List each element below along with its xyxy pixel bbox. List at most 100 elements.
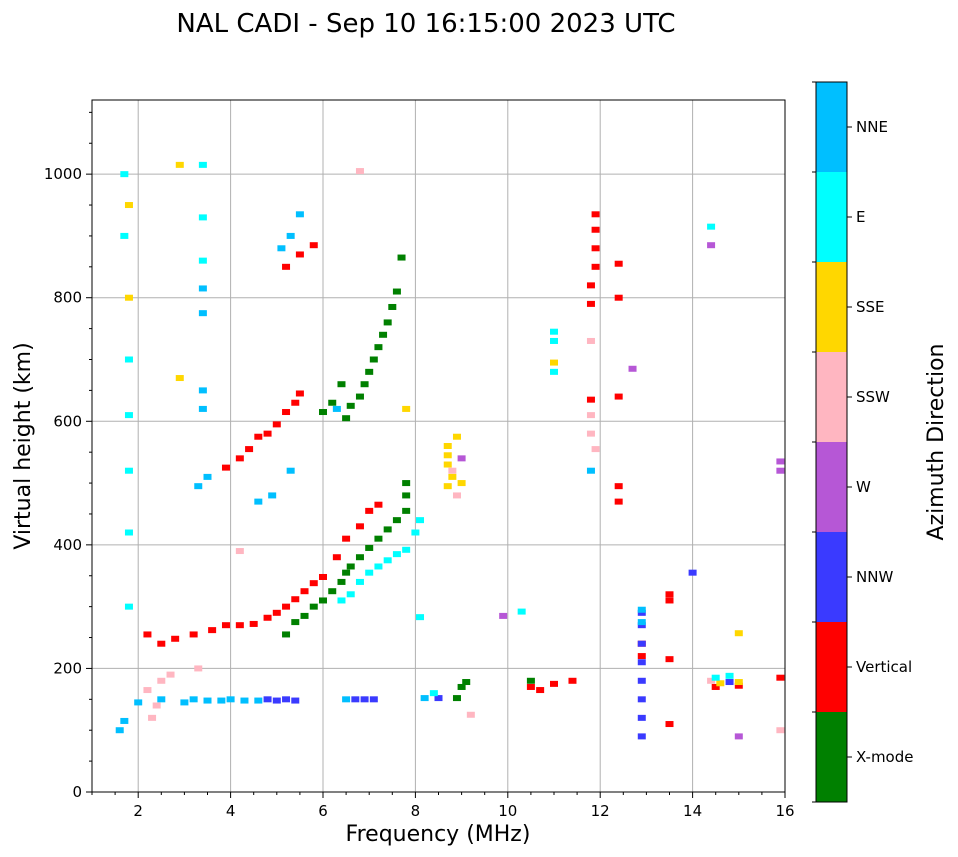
data-point bbox=[254, 498, 263, 505]
data-point bbox=[365, 507, 374, 514]
data-point bbox=[189, 631, 198, 638]
data-point bbox=[711, 674, 720, 681]
y-tick-label: 400 bbox=[53, 536, 82, 554]
data-point bbox=[637, 653, 646, 660]
data-point bbox=[434, 695, 443, 702]
data-point bbox=[272, 421, 281, 428]
data-point bbox=[637, 659, 646, 666]
x-tick-label: 4 bbox=[226, 802, 236, 820]
data-point bbox=[420, 695, 429, 702]
data-point bbox=[637, 677, 646, 684]
data-point bbox=[734, 630, 743, 637]
data-point bbox=[637, 714, 646, 721]
data-point bbox=[319, 573, 327, 580]
data-point bbox=[272, 609, 281, 616]
data-point bbox=[776, 674, 785, 681]
data-point bbox=[120, 717, 129, 724]
data-point bbox=[221, 622, 230, 629]
colorbar-segment bbox=[816, 262, 847, 352]
data-point bbox=[300, 588, 309, 595]
data-point bbox=[448, 467, 457, 474]
data-point bbox=[143, 631, 152, 638]
data-point bbox=[369, 356, 378, 363]
data-point bbox=[466, 711, 475, 718]
data-point bbox=[249, 620, 258, 627]
data-point bbox=[550, 368, 558, 375]
data-point bbox=[332, 405, 341, 412]
data-point bbox=[263, 614, 272, 621]
data-point bbox=[462, 679, 471, 686]
data-point bbox=[591, 446, 600, 453]
x-tick-label: 6 bbox=[318, 802, 328, 820]
y-axis-ticks: 0 200 400 600 800 1000 bbox=[44, 111, 92, 801]
data-point bbox=[614, 498, 623, 505]
data-point bbox=[568, 677, 577, 684]
data-point bbox=[124, 529, 133, 536]
data-point bbox=[452, 492, 461, 499]
data-point bbox=[342, 415, 351, 422]
data-point bbox=[346, 402, 355, 409]
data-point bbox=[351, 696, 360, 703]
data-point bbox=[614, 393, 623, 400]
colorbar: X-mode Vertical NNW W SSW SSE E NNE bbox=[812, 81, 913, 803]
data-point bbox=[665, 721, 674, 728]
data-point bbox=[291, 619, 300, 626]
data-point bbox=[628, 365, 637, 372]
data-point bbox=[198, 387, 207, 394]
series-ssw bbox=[143, 168, 785, 734]
data-point bbox=[332, 554, 341, 561]
data-point bbox=[198, 257, 207, 264]
x-tick-label: 10 bbox=[498, 802, 517, 820]
data-point bbox=[734, 679, 743, 686]
data-point bbox=[115, 727, 124, 734]
data-point bbox=[166, 671, 175, 678]
data-point bbox=[189, 696, 198, 703]
data-point bbox=[355, 393, 364, 400]
x-axis-ticks: 2 4 6 8 10 12 14 16 bbox=[91, 792, 795, 820]
data-point bbox=[452, 433, 461, 440]
data-point bbox=[328, 399, 337, 406]
data-point bbox=[383, 526, 392, 533]
data-point bbox=[550, 359, 558, 366]
data-point bbox=[665, 597, 674, 604]
data-point bbox=[443, 461, 452, 468]
colorbar-tick-label: X-mode bbox=[856, 748, 913, 766]
colorbar-tick-label: E bbox=[856, 208, 865, 226]
data-point bbox=[776, 458, 785, 465]
series-w bbox=[457, 242, 785, 740]
data-point bbox=[734, 733, 743, 740]
data-point bbox=[282, 631, 291, 638]
data-point bbox=[443, 443, 452, 449]
data-point bbox=[402, 507, 411, 514]
data-point bbox=[586, 337, 595, 344]
data-point bbox=[365, 569, 374, 576]
data-point bbox=[586, 467, 595, 474]
x-tick-label: 8 bbox=[411, 802, 421, 820]
plot-frame bbox=[91, 99, 786, 793]
data-point bbox=[591, 245, 600, 252]
data-point bbox=[300, 612, 309, 619]
data-point bbox=[614, 294, 623, 301]
data-point bbox=[203, 473, 212, 480]
data-point bbox=[240, 697, 249, 704]
data-point bbox=[291, 697, 300, 704]
data-point bbox=[725, 679, 734, 686]
data-point bbox=[586, 282, 595, 289]
data-point bbox=[402, 492, 411, 499]
data-point bbox=[355, 168, 364, 175]
data-point bbox=[416, 614, 425, 621]
data-point bbox=[208, 627, 217, 634]
data-point bbox=[152, 702, 161, 709]
chart-title: NAL CADI - Sep 10 16:15:00 2023 UTC bbox=[176, 9, 675, 39]
data-point bbox=[355, 523, 364, 530]
y-tick-label: 1000 bbox=[44, 165, 82, 183]
data-point bbox=[309, 580, 318, 587]
data-point bbox=[342, 535, 351, 542]
colorbar-segment bbox=[816, 712, 847, 802]
data-point bbox=[637, 696, 646, 703]
data-point bbox=[707, 242, 716, 249]
data-point bbox=[526, 683, 535, 690]
data-point bbox=[374, 563, 383, 570]
data-point bbox=[295, 390, 304, 397]
data-point bbox=[226, 696, 235, 703]
